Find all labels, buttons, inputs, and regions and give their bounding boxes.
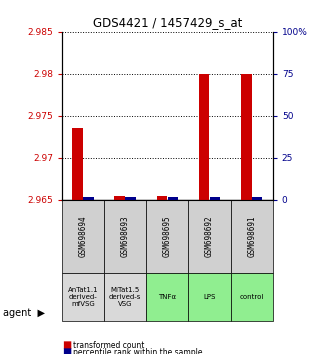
Text: GSM698693: GSM698693 [121,216,130,257]
Bar [210,198,220,200]
Bar [188,273,231,321]
Bar [146,200,188,273]
Text: GSM698691: GSM698691 [247,216,256,257]
Bar [72,129,83,200]
Bar [104,200,146,273]
Bar [104,273,146,321]
Text: ■: ■ [62,340,71,350]
Text: agent  ▶: agent ▶ [3,308,45,318]
Text: AnTat1.1
derived-
mfVSG: AnTat1.1 derived- mfVSG [68,287,98,307]
Text: control: control [240,294,264,300]
Bar [146,273,188,321]
Bar [231,200,273,273]
Text: MiTat1.5
derived-s
VSG: MiTat1.5 derived-s VSG [109,287,141,307]
Text: TNFα: TNFα [158,294,176,300]
Title: GDS4421 / 1457429_s_at: GDS4421 / 1457429_s_at [93,16,242,29]
Text: GSM698694: GSM698694 [78,216,88,257]
Bar [157,196,167,200]
Bar [168,198,178,200]
Bar [62,273,104,321]
Bar [231,273,273,321]
Text: transformed count: transformed count [73,341,144,350]
Bar [188,200,231,273]
Bar [241,74,251,200]
Bar [114,196,125,200]
Bar [199,74,209,200]
Text: ■: ■ [62,347,71,354]
Text: GSM698695: GSM698695 [163,216,172,257]
Bar [83,198,94,200]
Bar [252,198,263,200]
Bar [62,200,104,273]
Bar [126,198,136,200]
Text: percentile rank within the sample: percentile rank within the sample [73,348,202,354]
Text: LPS: LPS [203,294,216,300]
Text: GSM698692: GSM698692 [205,216,214,257]
